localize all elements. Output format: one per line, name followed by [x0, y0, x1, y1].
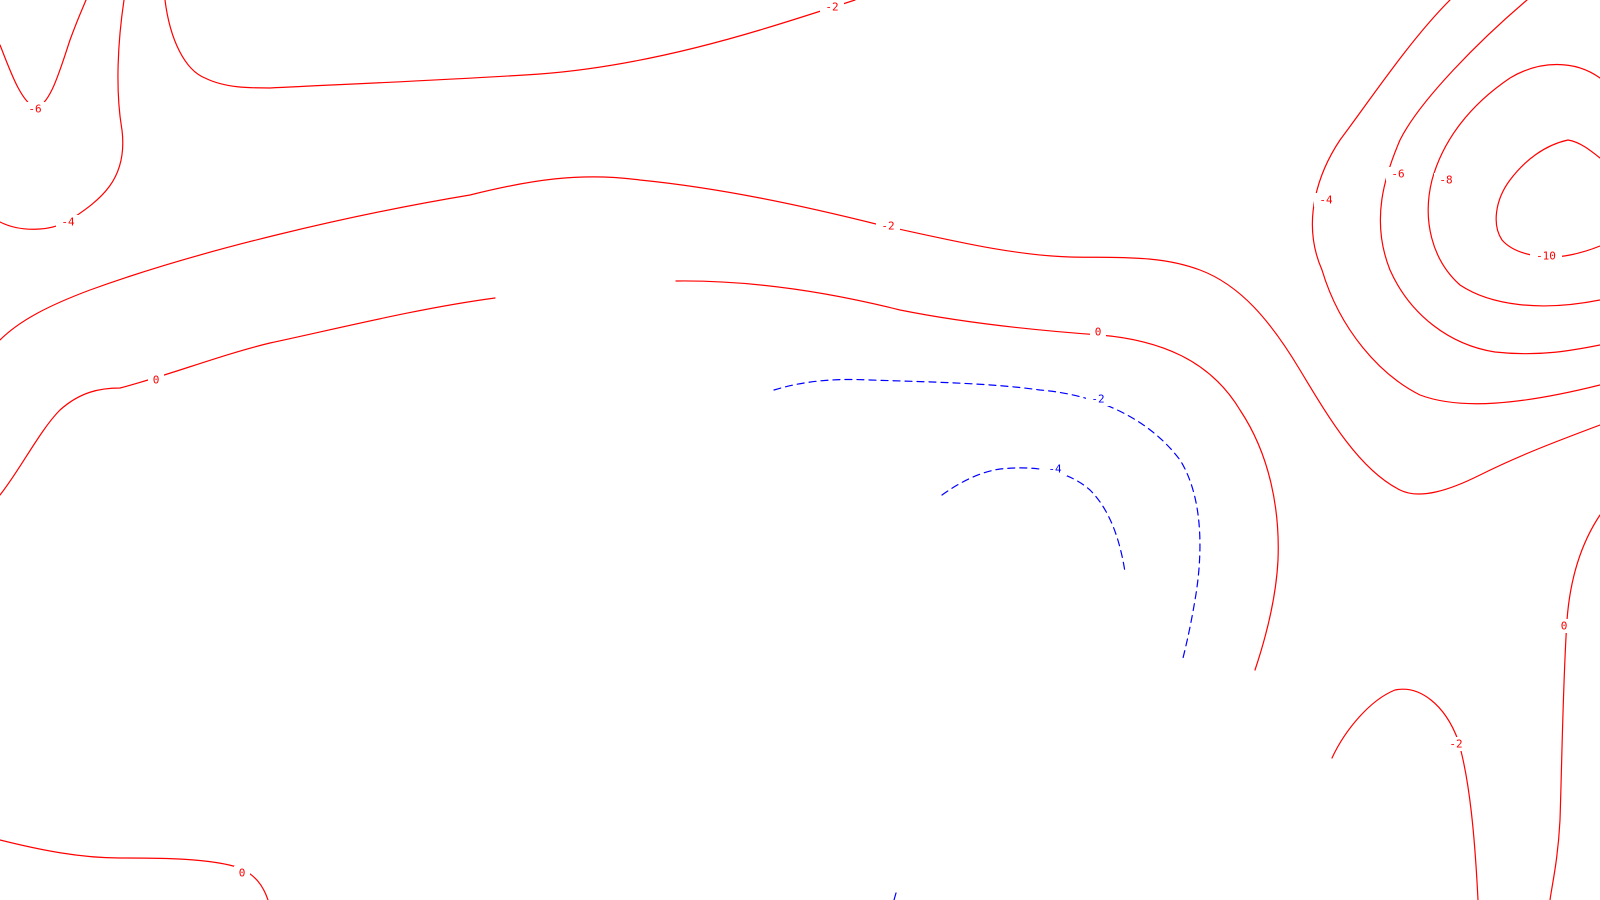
contour-label-right-center: -10: [1530, 249, 1562, 263]
svg-text:-2: -2: [1449, 738, 1462, 751]
contour-label-top-arc: -2: [820, 0, 844, 14]
svg-text:-6: -6: [1391, 168, 1404, 181]
contour-label-low-dashed-outer: -2: [1086, 392, 1110, 406]
contour-label-band: -2: [876, 219, 900, 233]
svg-text:-2: -2: [881, 220, 894, 233]
svg-text:-10: -10: [1536, 250, 1556, 263]
contour-line-bottom-right-arc: [1331, 688, 1479, 900]
contour-line-bottom-stub: [893, 892, 897, 900]
contour-label-bottom-right-arc: -2: [1444, 737, 1468, 751]
svg-text:-4: -4: [1048, 463, 1062, 476]
contour-line-band: [0, 176, 1600, 495]
contour-line-top-left-loop: [0, 0, 87, 109]
contour-label-top-left-loop: -6: [23, 102, 47, 116]
contour-label-bottom-left-zero: 0: [234, 866, 250, 880]
svg-text:-8: -8: [1439, 174, 1452, 187]
svg-text:0: 0: [1095, 326, 1102, 339]
contour-line-low-dashed-inner: [941, 467, 1126, 573]
contour-line-left-loop: [0, 0, 125, 230]
contour-label-upper-zero: 0: [1090, 325, 1106, 339]
svg-text:-4: -4: [1319, 194, 1333, 207]
contour-label-right-inner: -8: [1434, 173, 1458, 187]
contour-label-left-loop: -4: [56, 215, 80, 229]
contour-label-right-zero: 0: [1556, 619, 1572, 633]
contour-line-right-inner: [1427, 64, 1600, 307]
contour-line-top-arc: [164, 0, 856, 89]
svg-text:0: 0: [1561, 620, 1568, 633]
contour-line-right-mid: [1379, 0, 1600, 355]
svg-text:0: 0: [239, 867, 246, 880]
svg-text:0: 0: [153, 374, 160, 387]
svg-text:-6: -6: [28, 103, 41, 116]
svg-text:-2: -2: [1091, 393, 1104, 406]
contour-label-right-mid: -6: [1386, 167, 1410, 181]
contour-line-left-zero: [0, 297, 496, 496]
contour-line-right-center: [1495, 139, 1600, 258]
contour-label-left-zero: 0: [148, 373, 164, 387]
contour-line-right-outer: [1311, 0, 1600, 405]
contour-label-low-dashed-inner: -4: [1043, 462, 1067, 476]
svg-text:-4: -4: [61, 216, 75, 229]
contour-line-bottom-left-zero: [0, 839, 269, 900]
svg-text:-2: -2: [825, 1, 838, 14]
contour-label-right-outer: -4: [1314, 193, 1338, 207]
contour-line-low-dashed-outer: [773, 378, 1201, 663]
contour-line-upper-zero: [675, 280, 1279, 671]
contour-line-right-zero: [1549, 514, 1600, 900]
